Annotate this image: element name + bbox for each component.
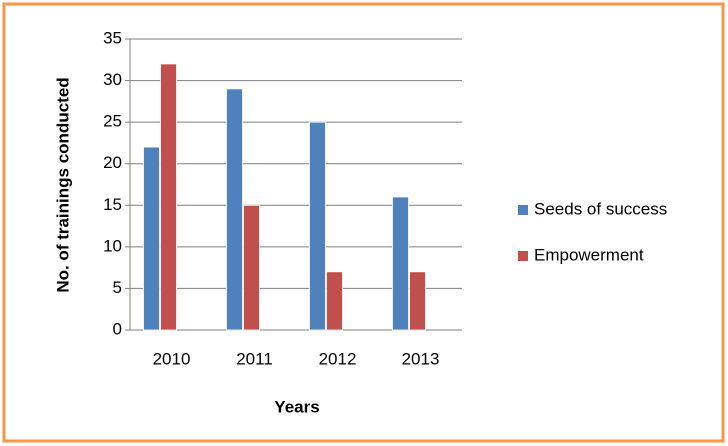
bar	[226, 88, 243, 331]
bar	[309, 121, 326, 331]
x-axis-label: Years	[274, 397, 319, 416]
x-tick-label: 2013	[402, 349, 440, 368]
bar	[409, 271, 426, 331]
y-tick-label: 25	[103, 112, 122, 131]
y-axis-label: No. of trainings conducted	[53, 77, 72, 292]
y-tick-label: 0	[113, 319, 122, 338]
bar	[143, 146, 160, 331]
x-tick-label: 2012	[319, 349, 357, 368]
bar	[392, 196, 409, 331]
legend-swatch	[518, 205, 528, 215]
legend-swatch	[518, 251, 528, 261]
y-tick-label: 10	[103, 236, 122, 255]
bar	[243, 204, 260, 331]
y-tick-label: 15	[103, 195, 122, 214]
legend-label: Empowerment	[534, 245, 644, 264]
y-tick-label: 30	[103, 70, 122, 89]
x-tick-label: 2011	[236, 349, 273, 368]
y-tick-label: 20	[103, 153, 122, 172]
legend-label: Seeds of success	[534, 199, 667, 218]
bar	[326, 271, 343, 331]
x-tick-label: 2010	[153, 349, 191, 368]
y-tick-label: 35	[103, 28, 122, 47]
y-tick-label: 5	[113, 278, 122, 297]
bar	[160, 63, 177, 331]
